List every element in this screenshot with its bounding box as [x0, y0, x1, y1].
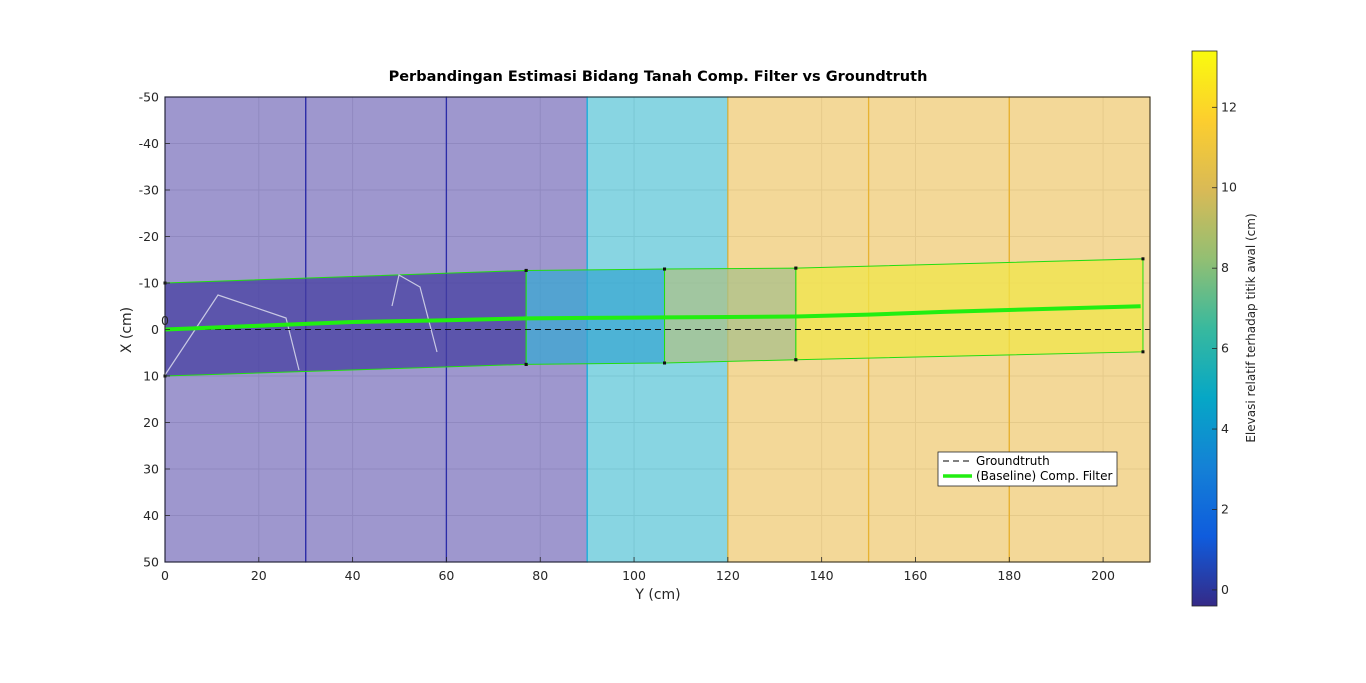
colorbar: 0 2 4 6 8 10 12 Elevasi relatif terhadap titik… [1191, 50, 1258, 607]
y-tick-label: -40 [139, 136, 159, 151]
y-tick-label: 20 [143, 415, 159, 430]
corner-marker [524, 268, 528, 272]
legend-box [937, 451, 1118, 487]
colorbar-tick-label: 10 [1221, 180, 1237, 195]
chart-title: Perbandingan Estimasi Bidang Tanah Comp.… [389, 69, 928, 85]
y-axis-label: X (cm) [119, 307, 135, 353]
corner-marker [794, 358, 798, 362]
corner-marker [524, 362, 528, 366]
colorbar-label: Elevasi relatif terhadap titik awal (cm) [1244, 213, 1258, 442]
colorbar-tick-label: 8 [1221, 260, 1229, 275]
colorbar-tick-label: 0 [1221, 582, 1229, 597]
corner-marker [663, 361, 667, 365]
y-tick-label: 40 [143, 508, 159, 523]
colorbar-tick-label: 6 [1221, 341, 1229, 356]
trajectory-line [164, 304, 1141, 332]
colorbar-tick-label: 12 [1221, 99, 1237, 114]
x-tick-label: 40 [345, 568, 361, 583]
x-axis-ticks: 0 20 40 60 80 100 120 140 160 180 200 [161, 557, 1115, 583]
y-tick-label: 10 [143, 369, 159, 384]
legend-groundtruth-label: Groundtruth [976, 454, 1050, 468]
y-tick-label: 30 [143, 462, 159, 477]
x-tick-label: 80 [532, 568, 548, 583]
y-tick-label: -20 [139, 229, 159, 244]
x-tick-label: 0 [161, 568, 169, 583]
corner-marker [1141, 350, 1145, 354]
colorbar-tick-label: 2 [1221, 501, 1229, 516]
x-tick-label: 180 [997, 568, 1021, 583]
x-tick-label: 100 [622, 568, 646, 583]
x-tick-label: 60 [438, 568, 454, 583]
colorbar-ticks: 0 2 4 6 8 10 12 [1212, 99, 1237, 597]
y-tick-label: -10 [139, 276, 159, 291]
sketch-line [164, 294, 300, 376]
y-tick-label: -50 [139, 90, 159, 105]
x-tick-label: 20 [251, 568, 267, 583]
legend-trajectory-label: (Baseline) Comp. Filter [976, 469, 1112, 483]
x-axis-label: Y (cm) [634, 587, 680, 603]
x-tick-label: 160 [904, 568, 928, 583]
y-tick-label: 0 [151, 322, 159, 337]
legend: Groundtruth (Baseline) Comp. Filter [937, 451, 1118, 487]
x-tick-label: 200 [1091, 568, 1115, 583]
x-tick-label: 140 [810, 568, 834, 583]
x-tick-label: 120 [716, 568, 740, 583]
plot-area: 0 [161, 96, 1151, 563]
y-axis-ticks: -50 -40 -30 -20 -10 0 10 20 30 40 50 [139, 90, 170, 570]
y-tick-label: 50 [143, 555, 159, 570]
corner-marker [794, 266, 798, 270]
colorbar-tick-label: 4 [1221, 421, 1229, 436]
y-tick-label: -30 [139, 183, 159, 198]
corner-marker [663, 267, 667, 271]
corner-marker [1141, 257, 1145, 261]
colorbar-gradient [1191, 50, 1218, 607]
